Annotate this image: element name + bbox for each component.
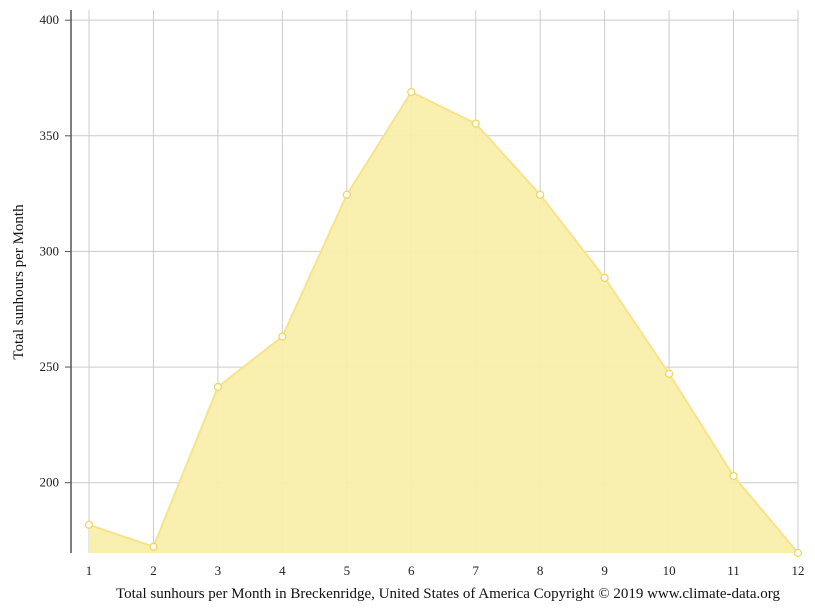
data-point [149, 542, 158, 551]
y-tick-label: 200 [40, 475, 60, 490]
data-point [471, 119, 480, 128]
data-point [729, 471, 738, 481]
data-point [213, 382, 223, 392]
x-tick-label: 2 [150, 563, 157, 578]
data-point [793, 548, 803, 558]
y-tick-label: 400 [40, 12, 60, 27]
data-point [536, 190, 545, 199]
x-tick-label: 12 [792, 563, 805, 578]
series-line [88, 90, 799, 554]
y-tick-label: 300 [40, 243, 60, 258]
area-series [88, 90, 799, 554]
x-tick-label: 5 [344, 563, 351, 578]
data-point [342, 190, 351, 199]
data-point [84, 520, 94, 529]
data-point [407, 87, 416, 97]
x-tick-label: 1 [86, 563, 93, 578]
y-axis [65, 10, 72, 553]
x-tick-labels: 1 2 3 4 5 6 7 8 9 10 11 12 [86, 563, 805, 578]
x-tick-label: 10 [663, 563, 676, 578]
y-tick-label: 250 [40, 359, 60, 374]
y-tick-labels: 200 250 300 350 400 [40, 12, 60, 490]
data-point [278, 332, 287, 341]
data-point [664, 369, 674, 378]
x-tick-label: 6 [408, 563, 415, 578]
x-tick-label: 11 [727, 563, 740, 578]
y-tick-label: 350 [40, 128, 60, 143]
data-markers [84, 87, 803, 558]
x-tick-label: 8 [537, 563, 544, 578]
chart-caption: Total sunhours per Month in Breckenridge… [116, 586, 780, 602]
area-fill [89, 92, 798, 553]
x-tick-label: 3 [215, 563, 222, 578]
y-axis-title: Total sunhours per Month [11, 204, 27, 360]
data-point [600, 273, 609, 282]
x-tick-label: 7 [472, 563, 479, 578]
x-tick-label: 9 [601, 563, 608, 578]
x-tick-label: 4 [279, 563, 286, 578]
